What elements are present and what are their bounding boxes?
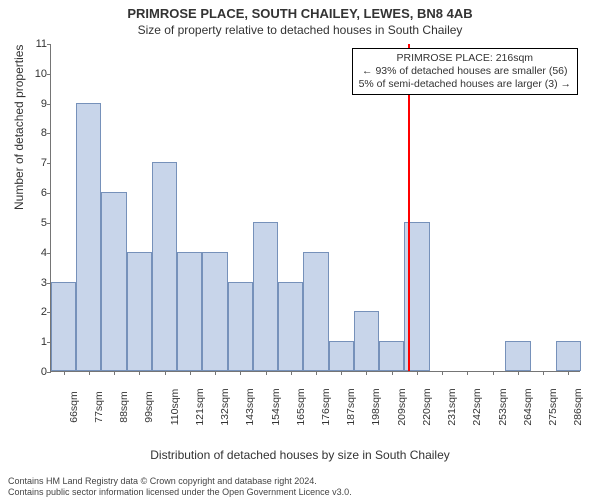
x-tick-mark [568, 371, 569, 375]
y-tick-label: 11 [23, 38, 47, 50]
y-tick-mark [47, 163, 51, 164]
x-tick-mark [543, 371, 544, 375]
y-tick-label: 5 [23, 217, 47, 229]
y-tick-label: 1 [23, 336, 47, 348]
x-tick-mark [240, 371, 241, 375]
x-tick-label: 143sqm [244, 388, 256, 425]
x-tick-label: 99sqm [143, 391, 155, 423]
x-tick-mark [139, 371, 140, 375]
y-tick-label: 9 [23, 98, 47, 110]
x-tick-label: 286sqm [572, 388, 584, 425]
histogram-bar [556, 341, 581, 371]
x-tick-label: 132sqm [219, 388, 231, 425]
y-tick-label: 3 [23, 277, 47, 289]
footer-attribution: Contains HM Land Registry data © Crown c… [8, 476, 352, 498]
chart-title: PRIMROSE PLACE, SOUTH CHAILEY, LEWES, BN… [0, 0, 600, 21]
y-tick-label: 0 [23, 366, 47, 378]
y-tick-mark [47, 74, 51, 75]
histogram-bar [228, 282, 253, 371]
y-tick-label: 10 [23, 68, 47, 80]
histogram-bar [202, 252, 227, 371]
histogram-bar [76, 103, 101, 371]
x-tick-mark [190, 371, 191, 375]
x-tick-label: 110sqm [169, 389, 181, 426]
footer-line-1: Contains HM Land Registry data © Crown c… [8, 476, 352, 487]
y-tick-mark [47, 133, 51, 134]
x-tick-label: 275sqm [547, 388, 559, 425]
x-tick-label: 66sqm [68, 391, 80, 423]
chart-subtitle: Size of property relative to detached ho… [0, 21, 600, 37]
x-tick-label: 154sqm [270, 388, 282, 425]
histogram-bar [354, 311, 379, 371]
x-tick-label: 242sqm [471, 388, 483, 425]
histogram-bar [177, 252, 202, 371]
x-tick-mark [89, 371, 90, 375]
x-tick-mark [266, 371, 267, 375]
y-tick-mark [47, 44, 51, 45]
histogram-bar [303, 252, 328, 371]
histogram-bar [127, 252, 152, 371]
y-tick-label: 7 [23, 157, 47, 169]
y-tick-mark [47, 253, 51, 254]
x-tick-mark [392, 371, 393, 375]
y-tick-label: 2 [23, 306, 47, 318]
x-tick-label: 231sqm [446, 388, 458, 425]
x-tick-mark [518, 371, 519, 375]
x-tick-mark [291, 371, 292, 375]
x-tick-mark [64, 371, 65, 375]
chart-area: 0123456789101166sqm77sqm88sqm99sqm110sqm… [50, 44, 580, 404]
x-axis-label: Distribution of detached houses by size … [0, 448, 600, 462]
plot-region: 0123456789101166sqm77sqm88sqm99sqm110sqm… [50, 44, 580, 372]
x-tick-label: 253sqm [497, 388, 509, 425]
histogram-bar [379, 341, 404, 371]
x-tick-label: 77sqm [93, 391, 105, 423]
x-tick-mark [467, 371, 468, 375]
histogram-bar [253, 222, 278, 371]
chart-container: PRIMROSE PLACE, SOUTH CHAILEY, LEWES, BN… [0, 0, 600, 500]
x-tick-label: 121sqm [194, 388, 206, 425]
annotation-line: PRIMROSE PLACE: 216sqm [359, 52, 571, 65]
annotation-box: PRIMROSE PLACE: 216sqm← 93% of detached … [352, 48, 578, 95]
x-tick-mark [316, 371, 317, 375]
histogram-bar [51, 282, 76, 371]
x-tick-label: 209sqm [396, 388, 408, 425]
x-tick-label: 220sqm [421, 388, 433, 425]
x-tick-mark [442, 371, 443, 375]
x-tick-mark [493, 371, 494, 375]
footer-line-2: Contains public sector information licen… [8, 487, 352, 498]
x-tick-mark [417, 371, 418, 375]
histogram-bar [505, 341, 530, 371]
histogram-bar [152, 162, 177, 371]
x-tick-label: 88sqm [118, 391, 130, 423]
x-tick-mark [114, 371, 115, 375]
y-tick-label: 4 [23, 247, 47, 259]
x-tick-mark [165, 371, 166, 375]
y-tick-mark [47, 104, 51, 105]
x-tick-mark [341, 371, 342, 375]
histogram-bar [329, 341, 354, 371]
y-tick-mark [47, 223, 51, 224]
x-tick-label: 176sqm [320, 388, 332, 425]
x-tick-label: 165sqm [295, 388, 307, 425]
x-tick-mark [215, 371, 216, 375]
annotation-line: 5% of semi-detached houses are larger (3… [359, 78, 571, 91]
y-tick-mark [47, 372, 51, 373]
annotation-line: ← 93% of detached houses are smaller (56… [359, 65, 571, 78]
y-tick-label: 8 [23, 127, 47, 139]
x-tick-mark [366, 371, 367, 375]
x-tick-label: 264sqm [522, 388, 534, 425]
x-tick-label: 187sqm [345, 388, 357, 425]
x-tick-label: 198sqm [370, 388, 382, 425]
histogram-bar [101, 192, 126, 371]
y-tick-mark [47, 193, 51, 194]
y-tick-label: 6 [23, 187, 47, 199]
histogram-bar [278, 282, 303, 371]
